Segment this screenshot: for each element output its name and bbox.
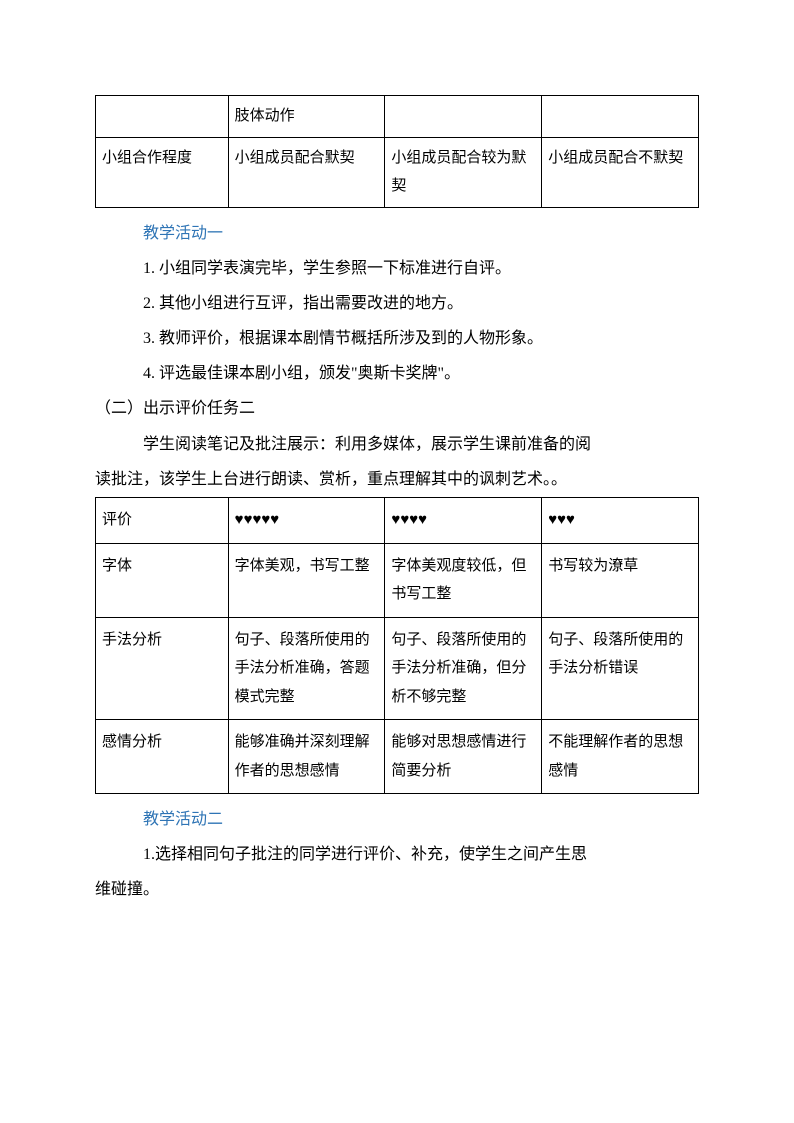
cell: 能够对思想感情进行简要分析	[385, 720, 542, 794]
table-row: 小组合作程度 小组成员配合默契 小组成员配合较为默契 小组成员配合不默契	[96, 137, 699, 207]
cell: 小组成员配合较为默契	[385, 137, 542, 207]
list-item: 4. 评选最佳课本剧小组，颁发"奥斯卡奖牌"。	[95, 356, 699, 391]
cell: 句子、段落所使用的手法分析准确，但分析不够完整	[385, 617, 542, 720]
table-row: 手法分析 句子、段落所使用的手法分析准确，答题模式完整 句子、段落所使用的手法分…	[96, 617, 699, 720]
table-evaluation: 评价 ♥♥♥♥♥ ♥♥♥♥ ♥♥♥ 字体 字体美观，书写工整 字体美观度较低，但…	[95, 497, 699, 794]
table-row: 评价 ♥♥♥♥♥ ♥♥♥♥ ♥♥♥	[96, 498, 699, 544]
paragraph-line: 1.选择相同句子批注的同学进行评价、补充，使学生之间产生思	[95, 837, 699, 872]
cell: 句子、段落所使用的手法分析错误	[542, 617, 699, 720]
table-row: 字体 字体美观，书写工整 字体美观度较低，但书写工整 书写较为潦草	[96, 543, 699, 617]
cell	[96, 96, 229, 138]
cell: 感情分析	[96, 720, 229, 794]
header-cell: ♥♥♥	[542, 498, 699, 544]
list-item: 1. 小组同学表演完毕，学生参照一下标准进行自评。	[95, 251, 699, 286]
cell: 肢体动作	[228, 96, 385, 138]
list-item: 3. 教师评价，根据课本剧情节概括所涉及到的人物形象。	[95, 321, 699, 356]
table-row: 肢体动作	[96, 96, 699, 138]
header-cell: 评价	[96, 498, 229, 544]
cell	[542, 96, 699, 138]
header-cell: ♥♥♥♥♥	[228, 498, 385, 544]
cell: 字体美观，书写工整	[228, 543, 385, 617]
table-group-cooperation: 肢体动作 小组合作程度 小组成员配合默契 小组成员配合较为默契 小组成员配合不默…	[95, 95, 699, 208]
cell: 书写较为潦草	[542, 543, 699, 617]
cell: 句子、段落所使用的手法分析准确，答题模式完整	[228, 617, 385, 720]
paragraph-line: 学生阅读笔记及批注展示：利用多媒体，展示学生课前准备的阅	[95, 427, 699, 462]
paragraph-line: 读批注，该学生上台进行朗读、赏析，重点理解其中的讽刺艺术。。	[95, 462, 699, 497]
paragraph-line: 维碰撞。	[95, 872, 699, 907]
cell: 不能理解作者的思想感情	[542, 720, 699, 794]
cell: 小组成员配合默契	[228, 137, 385, 207]
cell: 小组成员配合不默契	[542, 137, 699, 207]
heading-activity-2: 教学活动二	[95, 802, 699, 837]
section-heading: （二）出示评价任务二	[95, 391, 699, 426]
heading-activity-1: 教学活动一	[95, 216, 699, 251]
cell: 字体美观度较低，但书写工整	[385, 543, 542, 617]
cell: 字体	[96, 543, 229, 617]
table-row: 感情分析 能够准确并深刻理解作者的思想感情 能够对思想感情进行简要分析 不能理解…	[96, 720, 699, 794]
cell: 小组合作程度	[96, 137, 229, 207]
cell: 手法分析	[96, 617, 229, 720]
cell	[385, 96, 542, 138]
list-item: 2. 其他小组进行互评，指出需要改进的地方。	[95, 286, 699, 321]
cell: 能够准确并深刻理解作者的思想感情	[228, 720, 385, 794]
header-cell: ♥♥♥♥	[385, 498, 542, 544]
